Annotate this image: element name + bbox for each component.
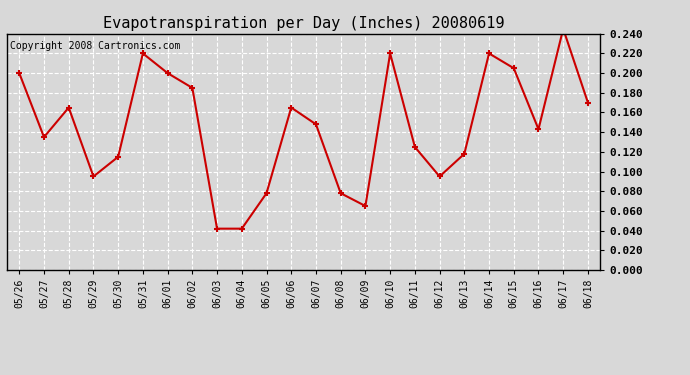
Title: Evapotranspiration per Day (Inches) 20080619: Evapotranspiration per Day (Inches) 2008…: [103, 16, 504, 31]
Text: Copyright 2008 Cartronics.com: Copyright 2008 Cartronics.com: [10, 41, 180, 51]
